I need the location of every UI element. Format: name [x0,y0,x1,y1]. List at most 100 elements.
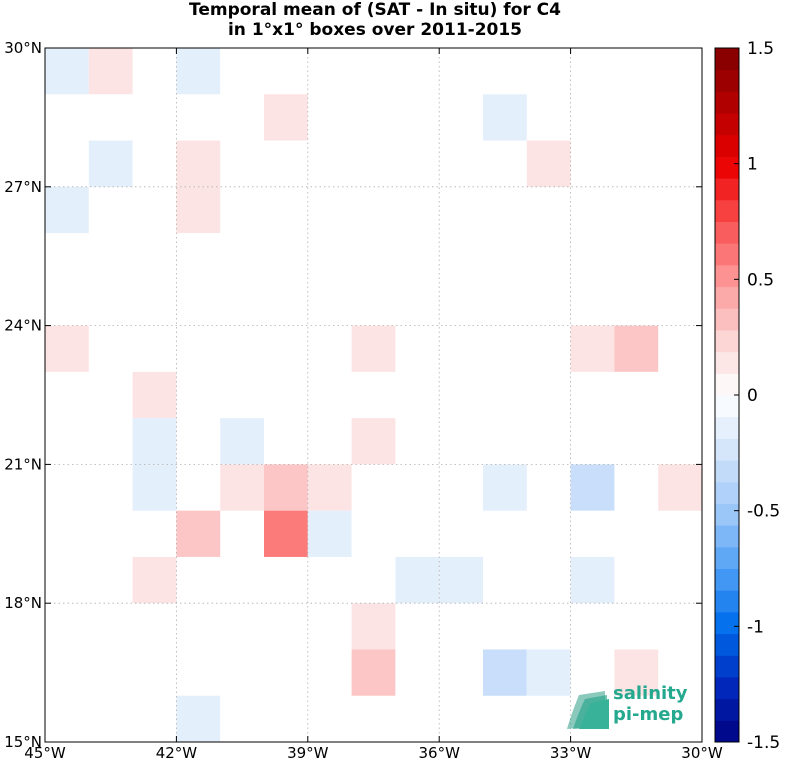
colorbar-segment [715,178,739,201]
colorbar-tick-label: 0.5 [747,270,774,290]
colorbar-segment [715,329,739,353]
heatmap-cell [176,48,221,95]
axis-ticks: 45°W 42°W 39°W 36°W 33°W 30°W 30°N 27°N 24°N 21°N… [4,39,723,762]
colorbar-segment [715,676,739,700]
heatmap-cell [220,464,264,511]
heatmap-cell [526,140,571,187]
colorbar-segment [715,308,739,331]
colorbar-segment [715,438,739,461]
grid-lines [45,48,702,742]
heatmap-cell [658,464,702,511]
colorbar-segment [715,91,739,114]
heatmap-cell [483,649,527,696]
heatmap-cell [88,48,133,95]
logo-line-salinity: salinity [613,683,688,704]
heatmap-cell [395,556,440,604]
plot-frame [44,47,703,743]
heatmap-cell [570,556,615,604]
chart-title-line-1: Temporal mean of (SAT - In situ) for C4 [189,0,561,20]
heatmap-cell [132,371,177,419]
colorbar-segment [715,525,739,548]
heatmap-cell [483,464,527,511]
heatmap-cell [439,556,483,604]
x-tick-label: 36°W [418,744,460,762]
colorbar-segment [715,720,739,743]
colorbar-segment [715,503,739,526]
x-tick-label: 42°W [156,744,198,762]
heatmap-cell [176,140,221,187]
colorbar-segment [715,286,739,309]
chart-title-line-2: in 1°x1° boxes over 2011-2015 [227,20,523,40]
heatmap-cell [264,464,308,511]
colorbar-segment [715,48,739,71]
heatmap-cell [570,464,615,511]
heatmap-cell [570,325,615,372]
heatmap-cell [264,510,308,557]
salinity-pi-mep-logo: salinity pi-mep [565,683,705,733]
heatmap-cell [307,464,352,511]
y-tick-label: 21°N [4,455,42,473]
colorbar-segment [715,243,739,266]
colorbar-segment [715,113,739,136]
colorbar-segment [715,698,739,721]
heatmap-cell [88,140,133,187]
colorbar-segment [715,134,739,157]
colorbar-tick-label: -1.5 [747,733,780,753]
y-tick-label: 18°N [4,594,42,612]
x-tick-label: 33°W [550,744,592,762]
colorbar-segment [715,590,739,613]
colorbar-segment [715,481,739,504]
colorbar: 1.5 1 0.5 0 -0.5 -1 -1.5 [714,39,780,753]
colorbar-segment [715,199,739,222]
heatmap-cell [614,325,659,372]
heatmap-cell [220,418,264,465]
colorbar-segment [715,69,739,92]
heatmap-cell [483,94,527,141]
heatmap-cell [176,186,221,234]
colorbar-segment [715,611,739,635]
colorbar-segment [715,460,739,483]
heatmap-cell [45,48,89,95]
colorbar-tick-label: -1 [747,617,764,637]
colorbar-segment [715,546,739,569]
colorbar-segment [715,568,739,591]
colorbar-tick-label: 1 [747,155,758,175]
x-tick-label: 30°W [681,744,723,762]
heatmap-cell [351,603,396,650]
heatmap-cells [45,48,702,742]
heatmap-cell [132,464,177,511]
x-tick-label: 39°W [287,744,329,762]
colorbar-segment [715,156,739,179]
heatmap-cell [176,510,221,557]
colorbar-segment [715,264,739,288]
colorbar-segment [715,655,739,678]
colorbar-segment [715,633,739,656]
heatmap-cell [132,556,177,604]
colorbar-segment [715,351,739,374]
heatmap-cell [351,649,396,696]
heatmap-cell [526,649,571,696]
colorbar-segment [715,373,739,396]
colorbar-tick-label: 1.5 [747,39,774,59]
y-tick-label: 24°N [4,317,42,335]
y-tick-label: 30°N [4,39,42,57]
logo-text: salinity pi-mep [613,683,688,725]
heatmap-cell [45,325,89,372]
colorbar-segment [715,416,739,439]
logo-line-pi-mep: pi-mep [613,704,684,725]
colorbar-segment [715,221,739,244]
x-tick-label: 45°W [24,744,66,762]
colorbar-tick-label: -0.5 [747,502,780,522]
y-tick-label: 27°N [4,178,42,196]
heatmap-cell [176,695,221,742]
wave-logo-icon [567,691,609,729]
colorbar-tick-label: 0 [747,386,758,406]
heatmap-cell [45,186,89,234]
chart-title: Temporal mean of (SAT - In situ) for C4 … [0,0,750,40]
colorbar-segment [715,395,739,418]
heatmap-cell [351,418,396,465]
heatmap-cell [132,418,177,465]
heatmap-cell [264,94,308,141]
heatmap-cell [307,510,352,557]
